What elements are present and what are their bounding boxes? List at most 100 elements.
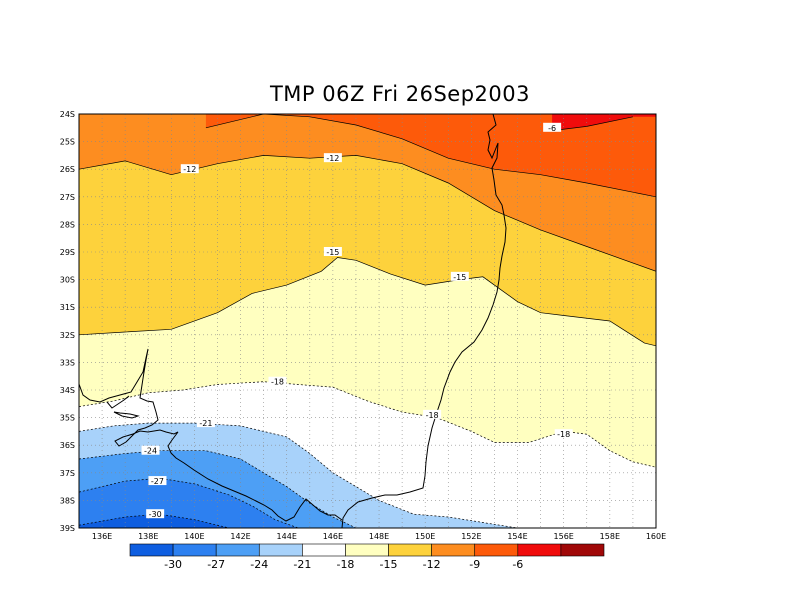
contour-label-bg [148,476,167,486]
contour-lines [79,114,656,528]
contour-line-6 [552,116,633,131]
lat-label: 30S [60,276,75,285]
colorbar-swatch [388,543,432,557]
contour-label: -21 [196,418,215,428]
colorbar-swatch [129,543,174,557]
lon-label: 138E [138,532,158,541]
contour-label-bg [268,376,287,386]
contour-label-bg [146,509,165,519]
contour-line-27 [79,477,299,528]
lat-label: 37S [60,469,75,478]
contour-line-12 [79,155,656,272]
contour-label-text: -24 [144,447,157,456]
contour-label: -18 [268,376,287,387]
grid-lines [79,114,656,528]
colorbar-label: -30 [164,558,182,571]
colorbar-swatch [474,543,519,557]
contour-label-bg [423,409,442,419]
contour-label-bg [323,153,342,163]
contour-label-bg [450,271,469,281]
contour-line-9 [205,114,656,198]
contour-label: -18 [554,429,573,439]
colorbar-swatch [431,543,476,557]
fill-band-above-9 [205,114,656,197]
lat-label: 28S [60,220,75,229]
lon-label: 160E [646,532,666,541]
coastline-path [341,114,507,528]
contour-label-text: -21 [199,419,212,428]
longitude-labels: 136E 138E 140E 142E 144E 146E 148E 150E 152E 154E… [92,532,666,541]
lat-label: 25S [60,138,75,147]
map-title: TMP 06Z Fri 26Sep2003 [269,82,530,106]
contour-label-text: -30 [149,510,162,519]
lon-label: 148E [369,532,389,541]
contour-line-21 [79,422,518,528]
contour-line-15 [79,257,656,347]
coastline-gulf [79,348,343,522]
contour-label-text: -15 [326,248,339,257]
lon-label: 136E [92,532,112,541]
coastline-peninsula [106,395,130,409]
lon-label: 144E [277,532,297,541]
contour-label-text: -27 [151,477,164,486]
contour-label-text: -18 [557,430,570,439]
contour-line-18 [79,381,656,468]
lon-label: 150E [415,532,435,541]
lat-label: 34S [60,386,75,395]
lat-label: 38S [60,496,75,505]
lat-label: 36S [60,441,75,450]
lon-label: 142E [230,532,250,541]
lat-label: 26S [60,165,75,174]
colorbar-swatch [215,543,260,557]
colorbar-label: -9 [469,558,480,571]
contour-label: -12 [180,164,199,174]
contour-label: -12 [323,153,342,163]
colorbar: -30 -27 -24 -21 -18 -15 -12 -9 -6 [129,543,605,571]
contour-label: -18 [423,409,442,420]
colorbar-label: -27 [207,558,225,571]
colorbar-swatch [258,543,303,557]
lat-label: 24S [60,110,75,119]
fill-band-above-6 [552,114,656,131]
contour-label: -24 [141,445,160,456]
contour-label: -27 [148,476,167,486]
contour-label-text: -18 [271,378,284,387]
lon-label: 146E [323,532,343,541]
contour-label-bg [196,418,215,428]
lon-label: 152E [461,532,481,541]
plot-frame [78,113,657,529]
contour-label-text: -18 [426,411,439,420]
contour-label: -15 [450,271,469,282]
lat-label: 35S [60,414,75,423]
contour-label-bg [543,122,562,132]
contour-label-bg [323,247,342,256]
lat-label: 29S [60,248,75,257]
contour-label-bg [554,429,573,439]
lat-label: 32S [60,331,75,340]
colorbar-swatch [560,543,605,557]
contour-label: -30 [146,509,165,519]
colorbar-label: -18 [336,558,354,571]
contour-label: -15 [323,247,342,257]
contour-label-text: -12 [326,154,339,163]
colorbar-swatch [345,543,389,557]
contour-value-labels: -6 -12 -12 -15 -15 -18 -18 -18 -21 -24 -27 -30 [141,122,573,519]
contour-fills [79,114,656,528]
latitude-labels: 24S 25S 26S 27S 28S 29S 30S 31S 32S 33S 34S 35S 36S 3… [60,110,75,533]
contour-label-bg [141,445,160,455]
colorbar-swatch [172,543,217,557]
colorbar-label: -12 [423,558,441,571]
colorbar-label: -21 [293,558,311,571]
lat-label: 31S [60,303,75,312]
colorbar-swatch [302,543,346,557]
colorbar-label: -15 [380,558,398,571]
contour-label: -6 [543,122,562,133]
contour-label-text: -12 [183,165,196,174]
lon-label: 140E [184,532,204,541]
lon-label: 156E [554,532,574,541]
contour-label-text: -6 [548,124,556,133]
colorbar-label: -6 [512,558,523,571]
contour-line-24 [79,450,357,528]
colorbar-label: -24 [250,558,268,571]
